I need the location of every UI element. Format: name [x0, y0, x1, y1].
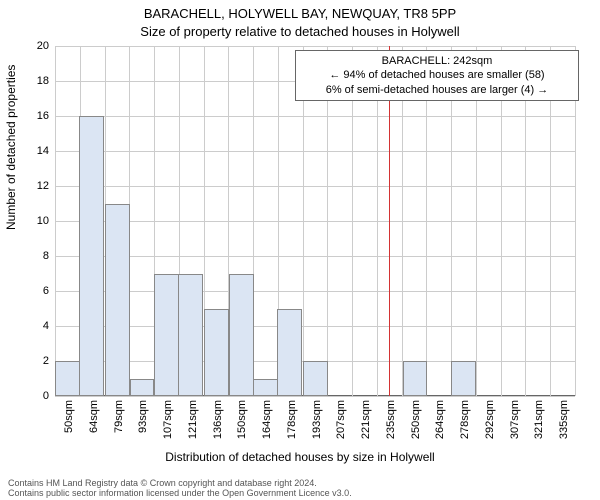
legend-line-larger: 6% of semi-detached houses are larger (4… — [302, 83, 572, 97]
gridline-h — [55, 396, 575, 397]
gridline-h — [55, 326, 575, 327]
histogram-bar — [178, 274, 203, 397]
histogram-bar — [303, 361, 328, 396]
histogram-bar — [277, 309, 302, 397]
plot-area: 0246810121416182050sqm64sqm79sqm93sqm107… — [55, 46, 575, 396]
gridline-h — [55, 151, 575, 152]
histogram-bar — [253, 379, 278, 397]
y-axis-label: Number of detached properties — [4, 65, 18, 230]
histogram-bar — [154, 274, 179, 397]
histogram-bar — [451, 361, 476, 396]
histogram-bar — [403, 361, 428, 396]
legend-line-smaller: ← 94% of detached houses are smaller (58… — [302, 68, 572, 82]
histogram-bar — [55, 361, 80, 396]
histogram-bar — [229, 274, 254, 397]
y-tick-label: 20 — [37, 40, 55, 52]
attribution-footer: Contains HM Land Registry data © Crown c… — [8, 478, 352, 498]
chart-title: BARACHELL, HOLYWELL BAY, NEWQUAY, TR8 5P… — [0, 6, 600, 21]
y-tick-label: 18 — [37, 75, 55, 87]
legend-box: BARACHELL: 242sqm← 94% of detached house… — [295, 50, 579, 101]
gridline-h — [55, 291, 575, 292]
footer-line-2: Contains public sector information licen… — [8, 488, 352, 498]
y-tick-label: 2 — [43, 355, 55, 367]
legend-title: BARACHELL: 242sqm — [302, 54, 572, 68]
y-tick-label: 6 — [43, 285, 55, 297]
y-tick-label: 12 — [37, 180, 55, 192]
histogram-bar — [105, 204, 130, 397]
gridline-h — [55, 256, 575, 257]
histogram-bar — [130, 379, 155, 397]
y-tick-label: 14 — [37, 145, 55, 157]
y-tick-label: 8 — [43, 250, 55, 262]
chart-subtitle: Size of property relative to detached ho… — [0, 24, 600, 39]
histogram-bar — [204, 309, 229, 397]
gridline-h — [55, 46, 575, 47]
gridline-v — [55, 46, 56, 396]
y-tick-label: 4 — [43, 320, 55, 332]
chart-container: BARACHELL, HOLYWELL BAY, NEWQUAY, TR8 5P… — [0, 0, 600, 500]
gridline-h — [55, 221, 575, 222]
gridline-h — [55, 116, 575, 117]
y-tick-label: 0 — [43, 390, 55, 402]
y-tick-label: 10 — [37, 215, 55, 227]
footer-line-1: Contains HM Land Registry data © Crown c… — [8, 478, 352, 488]
gridline-h — [55, 186, 575, 187]
x-axis-label: Distribution of detached houses by size … — [0, 450, 600, 464]
y-tick-label: 16 — [37, 110, 55, 122]
histogram-bar — [79, 116, 104, 396]
